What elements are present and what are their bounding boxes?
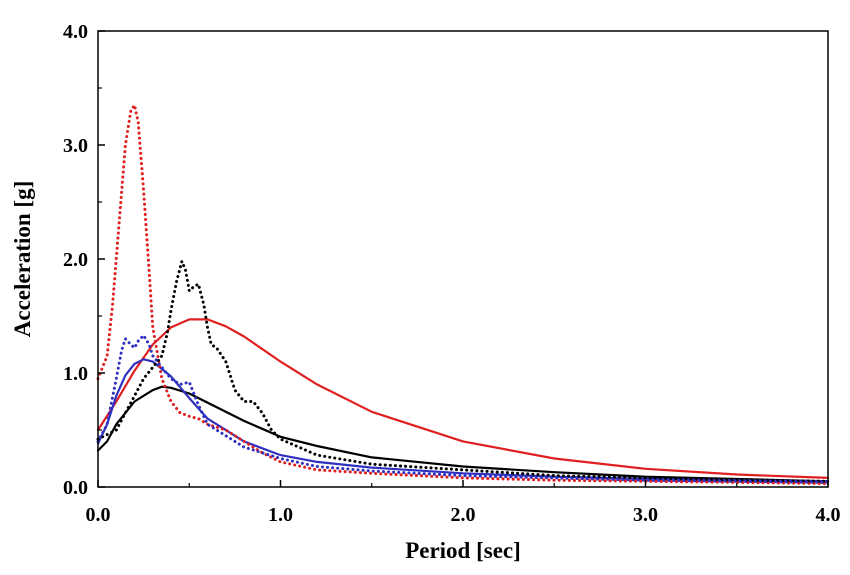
y-tick-label: 2.0 [63, 249, 88, 271]
x-tick-label: 1.0 [268, 504, 293, 526]
x-tick-label: 0.0 [86, 504, 111, 526]
x-axis-title: Period [sec] [405, 538, 521, 563]
y-tick-label: 1.0 [63, 363, 88, 385]
series-layer [96, 103, 830, 486]
y-tick-label: 3.0 [63, 135, 88, 157]
x-tick-label: 4.0 [816, 504, 841, 526]
y-tick-label: 0.0 [63, 477, 88, 499]
y-axis-title: Acceleration [g] [10, 181, 35, 337]
x-tick-label: 3.0 [633, 504, 658, 526]
series-line-6 [96, 333, 830, 484]
series-line-5 [96, 259, 830, 483]
series-line-4 [96, 103, 830, 486]
tick-layer: 0.0 1.0 2.0 3.0 4.0 0.0 1.0 2.0 3.0 4.0 [63, 21, 841, 526]
x-tick-label: 2.0 [451, 504, 476, 526]
y-tick-label: 4.0 [63, 21, 88, 43]
series-line-1 [96, 318, 830, 479]
series-line-2 [96, 385, 830, 483]
series-line-3 [96, 358, 830, 483]
